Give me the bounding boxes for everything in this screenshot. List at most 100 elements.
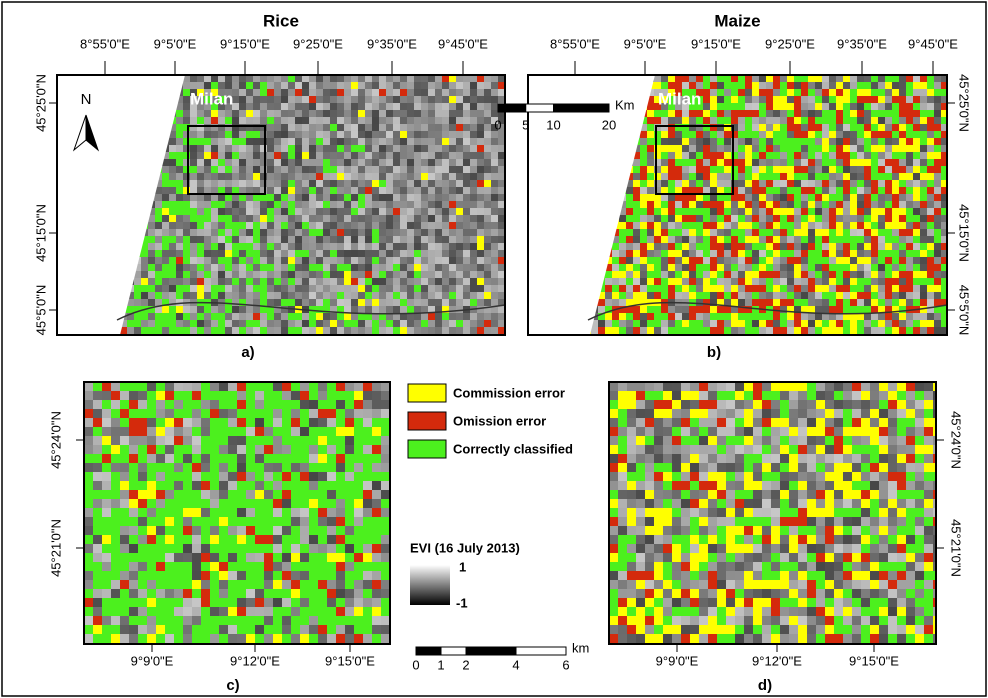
pixel: [661, 222, 669, 230]
pixel: [920, 117, 928, 125]
pixel: [174, 427, 184, 437]
pixel: [407, 124, 415, 132]
pixel: [717, 110, 725, 118]
pixel: [871, 110, 879, 118]
pixel: [330, 82, 338, 90]
pixel: [787, 124, 795, 132]
pixel: [204, 201, 212, 209]
pixel: [675, 131, 683, 139]
pixel: [717, 75, 725, 83]
lon-label: 9°25'0"E: [765, 36, 815, 51]
pixel: [302, 180, 310, 188]
pixel: [773, 278, 781, 286]
pixel: [330, 89, 338, 97]
lat-label: 45°25'0"N: [33, 74, 48, 132]
pixel: [878, 110, 886, 118]
pixel: [787, 103, 795, 111]
pixel: [633, 208, 641, 216]
pixel: [703, 117, 711, 125]
pixel: [386, 173, 394, 181]
pixel: [815, 110, 823, 118]
pixel: [449, 327, 457, 335]
pixel: [766, 215, 774, 223]
pixel: [773, 250, 781, 258]
pixel: [885, 75, 893, 83]
pixel: [717, 320, 725, 328]
pixel: [318, 427, 328, 437]
pixel: [400, 222, 408, 230]
pixel: [899, 243, 907, 251]
pixel: [183, 222, 191, 230]
pixel: [773, 299, 781, 307]
pixel: [274, 320, 282, 328]
pixel: [885, 299, 893, 307]
pixel: [228, 382, 238, 392]
pixel: [913, 250, 921, 258]
pixel: [239, 138, 247, 146]
pixel: [710, 75, 718, 83]
pixel: [302, 159, 310, 167]
pixel: [787, 194, 795, 202]
pixel: [365, 306, 373, 314]
pixel: [780, 152, 788, 160]
pixel: [274, 138, 282, 146]
pixel: [330, 320, 338, 328]
pixel: [710, 138, 718, 146]
pixel: [738, 96, 746, 104]
pixel: [183, 327, 191, 335]
pixel: [281, 166, 289, 174]
pixel: [647, 173, 655, 181]
pixel: [274, 215, 282, 223]
pixel: [435, 166, 443, 174]
pixel: [675, 138, 683, 146]
pixel: [675, 152, 683, 160]
pixel: [731, 327, 739, 335]
pixel: [281, 131, 289, 139]
pixel: [183, 427, 193, 437]
pixel: [386, 159, 394, 167]
pixel: [267, 145, 275, 153]
pixel: [162, 320, 170, 328]
pixel: [759, 299, 767, 307]
pixel: [407, 138, 415, 146]
pixel: [239, 292, 247, 300]
pixel: [752, 236, 760, 244]
pixel: [274, 299, 282, 307]
pixel: [773, 187, 781, 195]
pixel: [717, 194, 725, 202]
pixel: [731, 222, 739, 230]
pixel: [183, 215, 191, 223]
pixel: [463, 264, 471, 272]
pixel: [267, 75, 275, 83]
pixel: [682, 117, 690, 125]
pixel: [463, 313, 471, 321]
pixel: [281, 236, 289, 244]
pixel: [365, 264, 373, 272]
pixel: [682, 236, 690, 244]
pixel: [407, 159, 415, 167]
pixel: [204, 152, 212, 160]
pixel: [165, 436, 175, 446]
pixel: [470, 208, 478, 216]
pixel: [899, 215, 907, 223]
pixel: [927, 166, 935, 174]
pixel: [794, 229, 802, 237]
pixel: [470, 159, 478, 167]
pixel: [316, 250, 324, 258]
pixel: [892, 313, 900, 321]
pixel: [808, 215, 816, 223]
pixel: [857, 229, 865, 237]
pixel: [442, 103, 450, 111]
pixel: [176, 138, 184, 146]
figure: RiceMilan8°55'0"E9°5'0"E9°15'0"E9°25'0"E…: [0, 0, 988, 698]
pixel: [309, 152, 317, 160]
pixel: [605, 299, 613, 307]
pixel: [155, 236, 163, 244]
pixel: [738, 138, 746, 146]
pixel: [456, 257, 464, 265]
pixel: [421, 313, 429, 321]
pixel: [309, 166, 317, 174]
pixel: [920, 257, 928, 265]
pixel: [766, 327, 774, 335]
pixel: [421, 243, 429, 251]
